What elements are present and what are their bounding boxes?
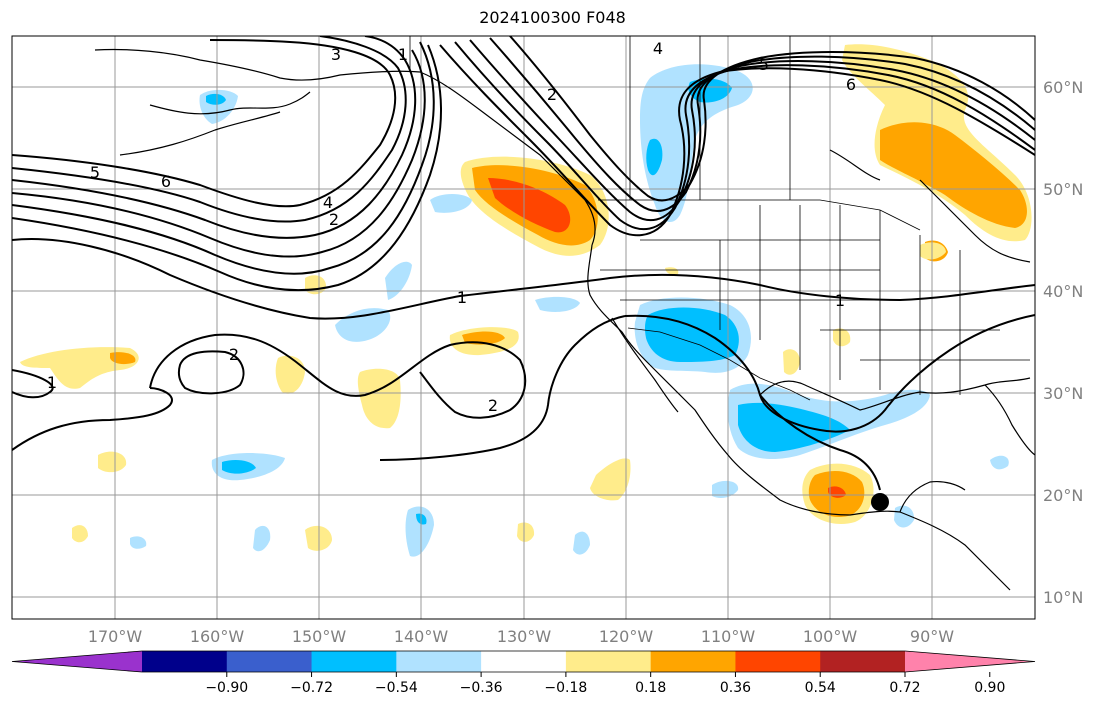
map-frame <box>11 35 1036 620</box>
colorbar-tick-label: −0.72 <box>290 680 333 696</box>
storm-position-marker <box>871 493 889 511</box>
lat-label: 10°N <box>1043 588 1083 607</box>
contour-label: 6 <box>161 172 171 191</box>
colorbar-segment <box>565 651 652 672</box>
colorbar-tick-label: −0.90 <box>205 680 248 696</box>
contour-labels: 1 2 3 4 5 6 5 6 4 2 1 1 2 2 1 <box>47 39 856 415</box>
colorbar-tick-label: 0.18 <box>635 680 666 696</box>
lon-label: 120°W <box>599 627 654 646</box>
colorbar-segment <box>396 651 482 672</box>
contour-label: 1 <box>47 373 57 392</box>
lat-label: 40°N <box>1043 282 1083 301</box>
political-borders <box>409 36 1030 401</box>
lon-label: 140°W <box>394 627 449 646</box>
lat-label: 20°N <box>1043 486 1083 505</box>
lat-label: 30°N <box>1043 384 1083 403</box>
contour-label: 4 <box>323 193 333 212</box>
longitude-labels: 170°W 160°W 150°W 140°W 130°W 120°W 110°… <box>88 627 954 646</box>
lon-label: 160°W <box>190 627 245 646</box>
contour-label: 5 <box>90 163 100 182</box>
contour-label: 2 <box>547 85 557 104</box>
map-title: 2024100300 F048 <box>479 8 626 27</box>
colorbar-segment <box>820 651 906 672</box>
height-contours <box>12 36 1035 491</box>
colorbar-segment <box>650 651 736 672</box>
contour-1-mid <box>12 238 1035 320</box>
colorbar: −0.90 −0.72 −0.54 −0.36 −0.18 0.18 0.36 0.54 0.7… <box>11 650 1036 696</box>
lon-label: 100°W <box>803 627 858 646</box>
latitude-labels: 60°N 50°N 40°N 30°N 20°N 10°N <box>1043 78 1083 607</box>
lat-label: 50°N <box>1043 180 1083 199</box>
colorbar-segment <box>311 651 397 672</box>
contour-label: 2 <box>229 345 239 364</box>
colorbar-segment <box>226 651 313 672</box>
colorbar-extend-min <box>12 651 142 672</box>
colorbar-tick-label: 0.72 <box>889 680 920 696</box>
colorbar-tick-label: 0.54 <box>805 680 836 696</box>
lon-label: 110°W <box>701 627 756 646</box>
colorbar-segment <box>735 651 821 672</box>
lon-label: 170°W <box>88 627 143 646</box>
coastlines <box>94 48 1035 591</box>
anomaly-negative-rockies <box>640 64 753 223</box>
colorbar-segment <box>481 651 567 672</box>
lon-label: 130°W <box>497 627 552 646</box>
colorbar-tick-label: −0.36 <box>460 680 503 696</box>
colorbar-outline <box>11 650 1036 673</box>
shaded-fields <box>20 44 1032 557</box>
contour-label: 1 <box>457 288 467 307</box>
colorbar-segment <box>142 651 228 672</box>
contour-label: 4 <box>653 39 663 58</box>
contour-label: 1 <box>835 291 845 310</box>
contour-label: 2 <box>329 210 339 229</box>
lon-label: 90°W <box>910 627 954 646</box>
colorbar-tick-label: 0.90 <box>974 680 1005 696</box>
contour-label: 2 <box>488 396 498 415</box>
lon-label: 150°W <box>292 627 347 646</box>
colorbar-tick-label: −0.18 <box>544 680 587 696</box>
contour-label: 5 <box>759 55 769 74</box>
colorbar-tick-label: −0.54 <box>375 680 418 696</box>
contour-label: 1 <box>398 45 408 64</box>
colorbar-tick-label: 0.36 <box>720 680 751 696</box>
lat-label: 60°N <box>1043 78 1083 97</box>
colorbar-extend-max <box>905 651 1035 672</box>
contour-label: 6 <box>846 75 856 94</box>
contour-label: 3 <box>331 45 341 64</box>
